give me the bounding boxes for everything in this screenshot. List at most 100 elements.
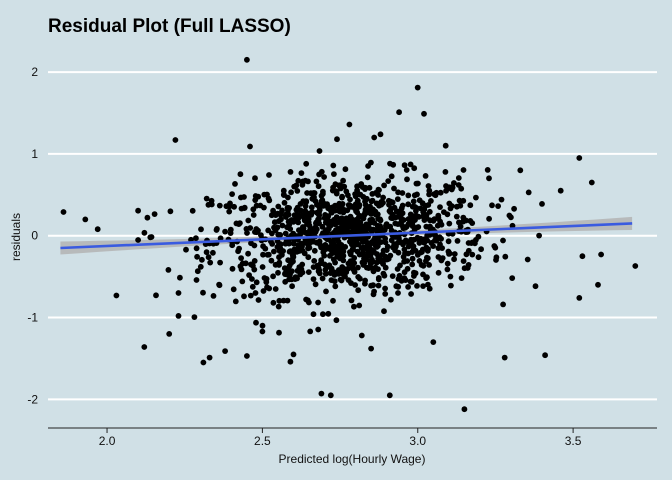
data-point	[532, 283, 539, 290]
data-point	[348, 204, 354, 210]
data-point	[250, 212, 257, 218]
data-point	[500, 237, 506, 244]
data-point-outlier	[206, 354, 213, 361]
data-point	[278, 216, 284, 223]
data-point	[287, 169, 294, 175]
data-point	[284, 204, 291, 211]
y-tick-label: 2	[31, 65, 38, 79]
data-point	[339, 193, 345, 200]
data-point	[316, 216, 322, 223]
data-point	[237, 171, 244, 178]
data-point	[362, 209, 369, 216]
data-point-outlier	[576, 155, 583, 161]
x-tick-label: 2.0	[99, 434, 116, 448]
data-point	[261, 204, 267, 211]
data-point	[303, 296, 309, 303]
data-point	[253, 319, 259, 326]
data-point	[357, 191, 364, 198]
data-point	[486, 215, 492, 222]
data-point	[232, 298, 239, 305]
data-point	[237, 263, 244, 270]
data-point	[446, 200, 453, 207]
data-point	[405, 201, 412, 208]
data-point	[374, 211, 381, 218]
data-point	[411, 192, 418, 199]
data-point	[372, 190, 379, 196]
data-point	[237, 220, 243, 227]
data-point	[362, 277, 368, 284]
data-point	[456, 219, 462, 226]
data-point	[339, 204, 345, 211]
data-point	[409, 261, 416, 268]
data-point	[276, 297, 283, 304]
data-point	[469, 220, 476, 227]
data-point	[382, 291, 389, 297]
data-point	[391, 185, 397, 192]
data-point	[356, 302, 363, 309]
data-point	[210, 293, 217, 299]
data-point	[456, 197, 463, 204]
data-point	[313, 178, 320, 185]
data-point-outlier	[414, 84, 421, 91]
data-point	[307, 328, 314, 335]
data-point	[200, 289, 206, 296]
data-point	[147, 234, 154, 241]
data-point	[271, 248, 277, 255]
data-point	[238, 194, 244, 201]
data-point	[444, 266, 451, 273]
x-tick-label: 3.0	[409, 434, 426, 448]
data-point	[251, 242, 258, 249]
data-point-outlier	[461, 406, 468, 413]
fit-line-group	[60, 222, 633, 250]
data-point	[183, 246, 189, 253]
data-point	[283, 214, 289, 220]
data-point	[320, 311, 326, 318]
data-point	[284, 297, 291, 304]
data-point	[380, 270, 387, 277]
data-point	[409, 255, 416, 262]
data-point	[305, 178, 311, 185]
data-point	[411, 165, 418, 172]
y-tick-label: 0	[31, 229, 38, 243]
data-point	[340, 257, 347, 264]
data-point	[435, 269, 442, 276]
data-point	[378, 201, 385, 208]
data-point	[319, 275, 326, 282]
data-point	[330, 246, 336, 253]
data-point	[353, 225, 360, 232]
data-point	[275, 303, 282, 310]
data-point	[328, 222, 334, 229]
data-point	[253, 279, 260, 286]
data-point	[249, 276, 255, 282]
data-point	[268, 212, 275, 219]
data-point	[357, 219, 364, 226]
data-point-outlier	[259, 328, 266, 335]
data-point	[405, 284, 411, 290]
data-point	[330, 297, 336, 304]
data-point	[193, 245, 200, 252]
data-point	[304, 221, 310, 228]
data-point	[445, 238, 452, 245]
data-point	[251, 258, 258, 264]
data-point	[261, 191, 268, 198]
data-point-outlier	[517, 167, 524, 174]
data-point	[348, 297, 355, 304]
data-point	[252, 290, 259, 296]
data-point	[331, 269, 337, 276]
data-point	[441, 209, 447, 216]
data-point	[242, 260, 249, 267]
data-point	[262, 245, 269, 252]
data-point-outlier	[172, 137, 179, 143]
data-point	[332, 221, 339, 228]
data-point	[259, 322, 266, 329]
data-point	[502, 253, 509, 260]
data-point	[232, 181, 238, 187]
data-point	[338, 242, 345, 248]
data-point	[230, 286, 237, 293]
x-axis-title: Predicted log(Hourly Wage)	[279, 452, 426, 466]
data-point	[525, 189, 532, 196]
data-point	[388, 227, 395, 234]
data-point	[291, 212, 298, 219]
data-point	[486, 175, 492, 182]
